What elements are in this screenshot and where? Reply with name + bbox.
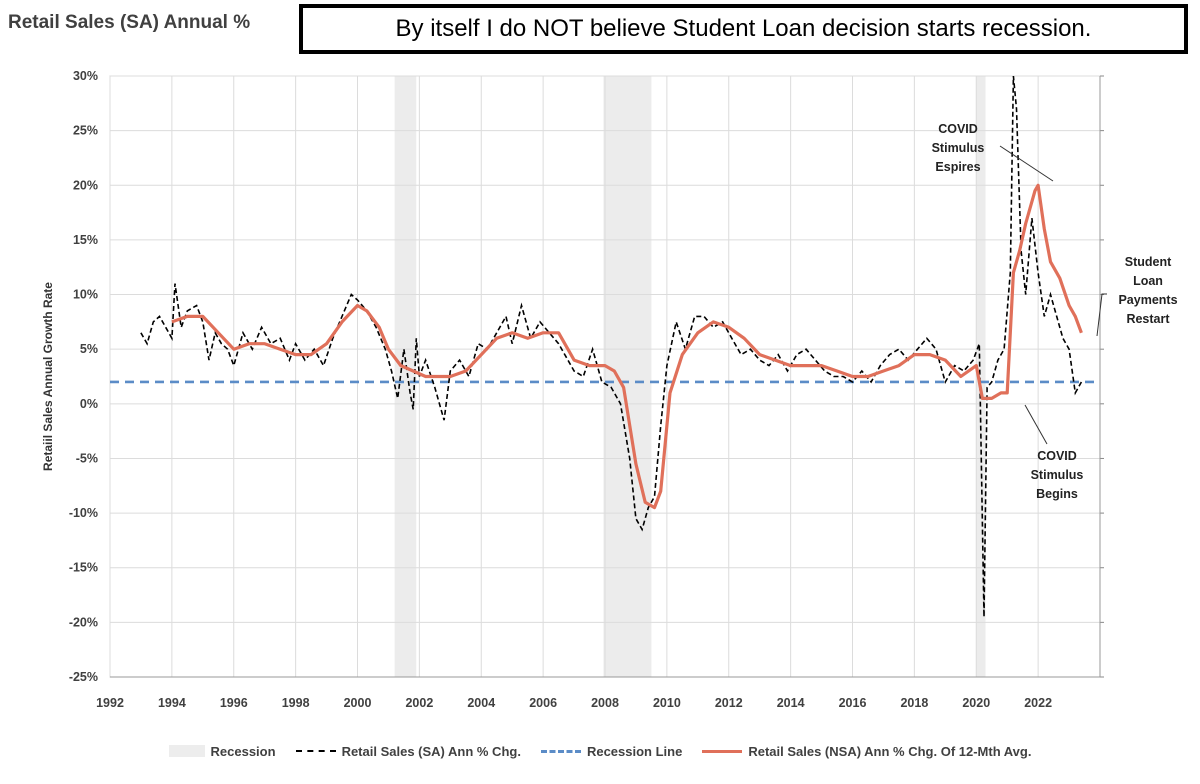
y-tick-label: 25% — [73, 124, 98, 138]
legend-item-sa: Retail Sales (SA) Ann % Chg. — [295, 743, 521, 759]
y-tick-label: 0% — [80, 397, 98, 411]
series-line-nsa — [171, 183, 1083, 510]
x-tick-label: 2018 — [900, 696, 928, 710]
y-tick-label: -10% — [69, 506, 98, 520]
x-tick-label: 2022 — [1024, 696, 1052, 710]
x-tick-label: 1992 — [96, 696, 124, 710]
chart-title: Retail Sales (SA) Annual % — [8, 12, 251, 33]
y-tick-label: 5% — [80, 342, 98, 356]
annotation-leader-expires — [999, 145, 1054, 182]
legend-swatch-recession-line — [540, 749, 581, 753]
y-axis-title: Retaiil Sales Annual Growth Rate — [41, 282, 55, 471]
legend-label-recession: Recession — [210, 743, 276, 759]
legend-swatch-nsa — [702, 749, 743, 753]
legend-label-nsa: Retail Sales (NSA) Ann % Chg. Of 12-Mth … — [748, 743, 1032, 759]
x-tick-label: 2004 — [467, 696, 495, 710]
x-tick-label: 2016 — [839, 696, 867, 710]
legend-item-recession-line: Recession Line — [540, 743, 683, 759]
x-tick-label: 2008 — [591, 696, 619, 710]
y-tick-label: 15% — [73, 233, 98, 247]
x-tick-label: 2000 — [344, 696, 372, 710]
x-tick-label: 2002 — [405, 696, 433, 710]
legend-label-recession-line: Recession Line — [586, 743, 683, 759]
x-tick-label: 2012 — [715, 696, 743, 710]
x-tick-label: 2014 — [777, 696, 805, 710]
y-tick-label: -20% — [69, 615, 98, 629]
y-tick-label: 10% — [73, 288, 98, 302]
callout-text: By itself I do NOT believe Student Loan … — [395, 15, 1092, 42]
legend-swatch-sa — [295, 750, 336, 752]
legend-label-sa: Retail Sales (SA) Ann % Chg. — [341, 743, 521, 759]
annotation-student-loan: Student Loan Payments Restart — [1118, 255, 1177, 326]
y-tick-label: -5% — [76, 451, 98, 465]
annotation-leader-begins — [1024, 404, 1048, 445]
x-tick-label: 2006 — [529, 696, 557, 710]
x-tick-label: 1996 — [220, 696, 248, 710]
x-tick-label: 1998 — [282, 696, 310, 710]
annotation-leader-student — [1096, 293, 1107, 337]
recession-band-2 — [976, 76, 986, 677]
x-tick-label: 2010 — [653, 696, 681, 710]
legend: Recession Retail Sales (SA) Ann % Chg. R… — [0, 736, 1200, 766]
legend-swatch-recession — [168, 745, 205, 757]
callout-box: By itself I do NOT believe Student Loan … — [299, 4, 1188, 54]
legend-item-nsa: Retail Sales (NSA) Ann % Chg. Of 12-Mth … — [702, 744, 1031, 759]
annotation-covid-begins: COVID Stimulus Begins — [1031, 449, 1084, 501]
x-tick-label: 2020 — [962, 696, 990, 710]
y-tick-label: -15% — [69, 561, 98, 575]
recession-band-0 — [394, 76, 417, 677]
y-tick-label: 30% — [73, 69, 98, 83]
annotation-covid-expires: COVID Stimulus Espires — [932, 122, 985, 174]
series-line-sa — [140, 76, 1083, 617]
legend-item-recession: Recession — [168, 743, 276, 759]
y-tick-label: -25% — [69, 670, 98, 684]
recession-band-1 — [603, 76, 652, 677]
y-tick-label: 20% — [73, 178, 98, 192]
x-tick-label: 1994 — [158, 696, 186, 710]
